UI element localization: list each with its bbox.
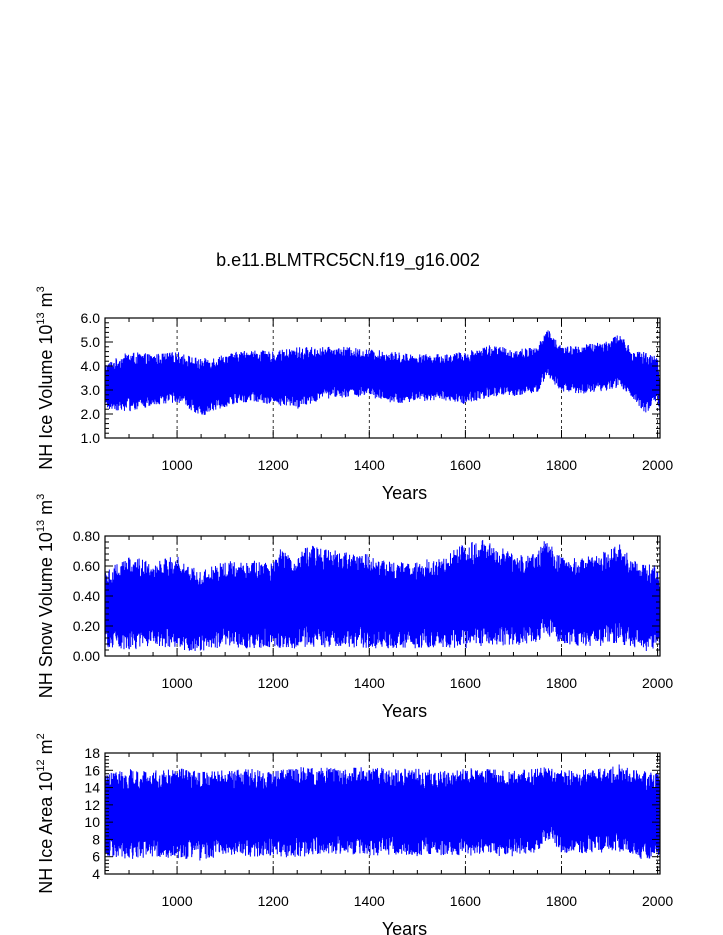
y-tick-label: 5.0: [81, 334, 101, 350]
x-tick-label: 1600: [450, 457, 481, 473]
x-tick-label: 1200: [258, 457, 289, 473]
y-tick-label: 12: [84, 797, 100, 813]
y-tick-label: 18: [84, 745, 100, 761]
chart-panel-1: 1000 1200 1400 1600 1800 2000 1.0 2.0 3.0 4.0 5.0 6…: [35, 286, 673, 503]
x-tick-label: 1200: [258, 675, 289, 691]
chart-panel-2: 1000 1200 1400 1600 1800 2000 0.00 0.20 0.40 0.60…: [35, 494, 673, 721]
plot-frame: [104, 317, 661, 439]
x-tick-label: 1000: [161, 675, 192, 691]
x-tick-label: 1000: [161, 893, 192, 909]
x-tick-label: 1000: [161, 457, 192, 473]
y-tick-label: 16: [84, 762, 100, 778]
x-tick-label: 1400: [354, 457, 385, 473]
y-axis-title: NH Ice Area 1012 m2: [35, 733, 56, 893]
x-tick-label: 2000: [642, 457, 673, 473]
panels: 1000 1200 1400 1600 1800 2000 1.0 2.0 3.0 4.0 5.0 6…: [35, 286, 673, 935]
x-tick-label: 1800: [546, 675, 577, 691]
y-tick-label: 0.60: [73, 558, 100, 574]
x-tick-label: 2000: [642, 893, 673, 909]
series-line: [104, 764, 661, 861]
x-tick-label: 1600: [450, 675, 481, 691]
x-tick-label: 1400: [354, 893, 385, 909]
x-tick-label: 1200: [258, 893, 289, 909]
y-tick-label: 1.0: [81, 430, 101, 446]
x-axis-title: Years: [382, 483, 427, 503]
y-tick-label: 0.00: [73, 648, 100, 664]
y-tick-label: 10: [84, 814, 100, 830]
x-axis-title: Years: [382, 701, 427, 721]
y-tick-label: 6: [92, 849, 100, 865]
series-line: [104, 539, 661, 652]
y-tick-label: 3.0: [81, 382, 101, 398]
y-tick-label: 6.0: [81, 310, 101, 326]
x-tick-label: 2000: [642, 675, 673, 691]
y-tick-label: 0.20: [73, 618, 100, 634]
y-tick-label: 0.40: [73, 588, 100, 604]
x-tick-label: 1400: [354, 675, 385, 691]
x-tick-label: 1800: [546, 457, 577, 473]
series-line: [104, 330, 661, 415]
y-axis-title: NH Ice Volume 1013 m3: [35, 286, 56, 469]
y-tick-label: 4: [92, 866, 100, 882]
x-tick-label: 1800: [546, 893, 577, 909]
x-tick-label: 1600: [450, 893, 481, 909]
x-axis-title: Years: [382, 919, 427, 935]
y-tick-label: 8: [92, 831, 100, 847]
y-tick-label: 4.0: [81, 358, 101, 374]
y-tick-label: 14: [84, 780, 100, 796]
figure-title: b.e11.BLMTRC5CN.f19_g16.002: [216, 250, 480, 271]
y-axis-title: NH Snow Volume 1013 m3: [35, 494, 56, 698]
plot-frame: [104, 752, 661, 875]
y-tick-label: 2.0: [81, 406, 101, 422]
y-tick-label: 0.80: [73, 528, 100, 544]
